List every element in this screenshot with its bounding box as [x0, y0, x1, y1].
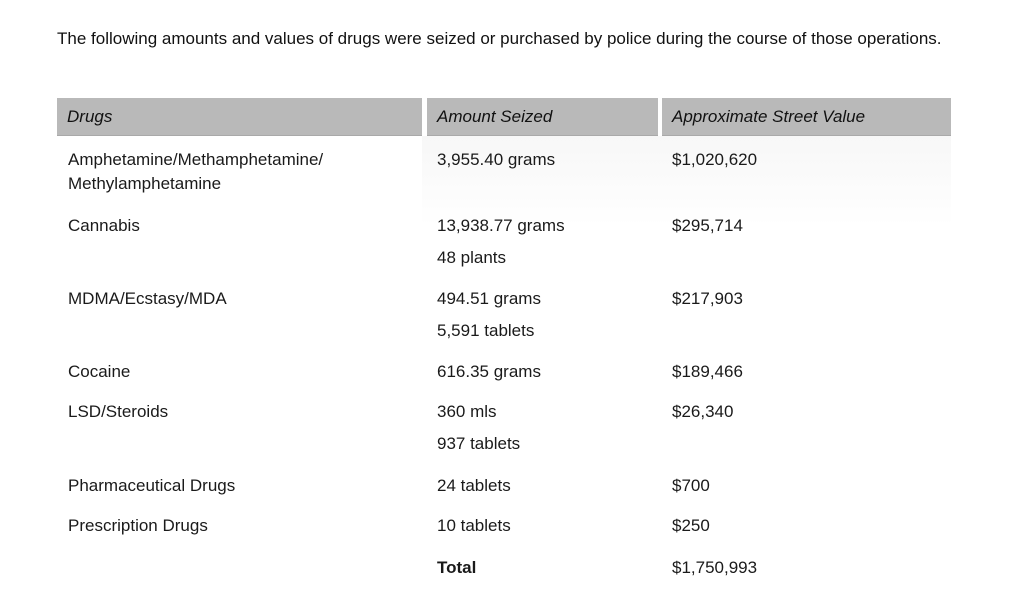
- drug-name-line: Cocaine: [68, 362, 131, 381]
- amount-line: 360 mls: [437, 402, 497, 421]
- drug-name-line: Cannabis: [68, 216, 140, 235]
- amount-line: 48 plants: [437, 248, 506, 267]
- table-row-amount: 494.51 grams 5,591 tablets: [437, 287, 657, 343]
- drug-name-line: LSD/Steroids: [68, 402, 169, 421]
- table-row-amount: 616.35 grams: [437, 360, 657, 384]
- table-row-amount: 360 mls 937 tablets: [437, 400, 657, 456]
- table-row-value: $250: [672, 516, 710, 535]
- table-row-amount: 13,938.77 grams 48 plants: [437, 214, 657, 270]
- drug-name-line: Amphetamine/Methamphetamine/: [68, 150, 324, 169]
- table-background-shade: [422, 136, 951, 226]
- drug-name-line: Methylamphetamine: [68, 174, 222, 193]
- table-row-amount: 3,955.40 grams: [437, 148, 657, 172]
- amount-line: 937 tablets: [437, 434, 521, 453]
- total-value: $1,750,993: [672, 558, 758, 577]
- intro-paragraph: The following amounts and values of drug…: [57, 29, 942, 48]
- amount-line: 10 tablets: [437, 516, 511, 535]
- table-row-amount: 10 tablets: [437, 514, 657, 538]
- table-row-value: $26,340: [672, 402, 734, 421]
- header-amount-seized: Amount Seized: [427, 98, 658, 136]
- table-row-value: $1,020,620: [672, 150, 758, 169]
- table-row-value: $189,466: [672, 362, 743, 381]
- amount-line: 494.51 grams: [437, 289, 541, 308]
- table-row-drug: Prescription Drugs: [68, 514, 418, 538]
- drug-name-line: Pharmaceutical Drugs: [68, 476, 236, 495]
- table-row-amount: 24 tablets: [437, 474, 657, 498]
- amount-line: 616.35 grams: [437, 362, 541, 381]
- amount-line: 3,955.40 grams: [437, 150, 556, 169]
- table-row-drug: Pharmaceutical Drugs: [68, 474, 418, 498]
- amount-line: 13,938.77 grams: [437, 216, 565, 235]
- table-row-value: $295,714: [672, 216, 743, 235]
- header-street-value: Approximate Street Value: [662, 98, 951, 136]
- table-row-value: $217,903: [672, 289, 743, 308]
- table-row-drug: Cocaine: [68, 360, 418, 384]
- drug-name-line: MDMA/Ecstasy/MDA: [68, 289, 227, 308]
- drug-name-line: Prescription Drugs: [68, 516, 208, 535]
- table-row-value: $700: [672, 476, 710, 495]
- table-row-drug: MDMA/Ecstasy/MDA: [68, 287, 418, 311]
- amount-line: 5,591 tablets: [437, 321, 535, 340]
- table-row-drug: Cannabis: [68, 214, 418, 238]
- table-row-drug: Amphetamine/Methamphetamine/ Methylamphe…: [68, 148, 418, 196]
- amount-line: 24 tablets: [437, 476, 511, 495]
- header-drugs: Drugs: [57, 98, 422, 136]
- total-label: Total: [437, 558, 477, 577]
- table-row-drug: LSD/Steroids: [68, 400, 418, 424]
